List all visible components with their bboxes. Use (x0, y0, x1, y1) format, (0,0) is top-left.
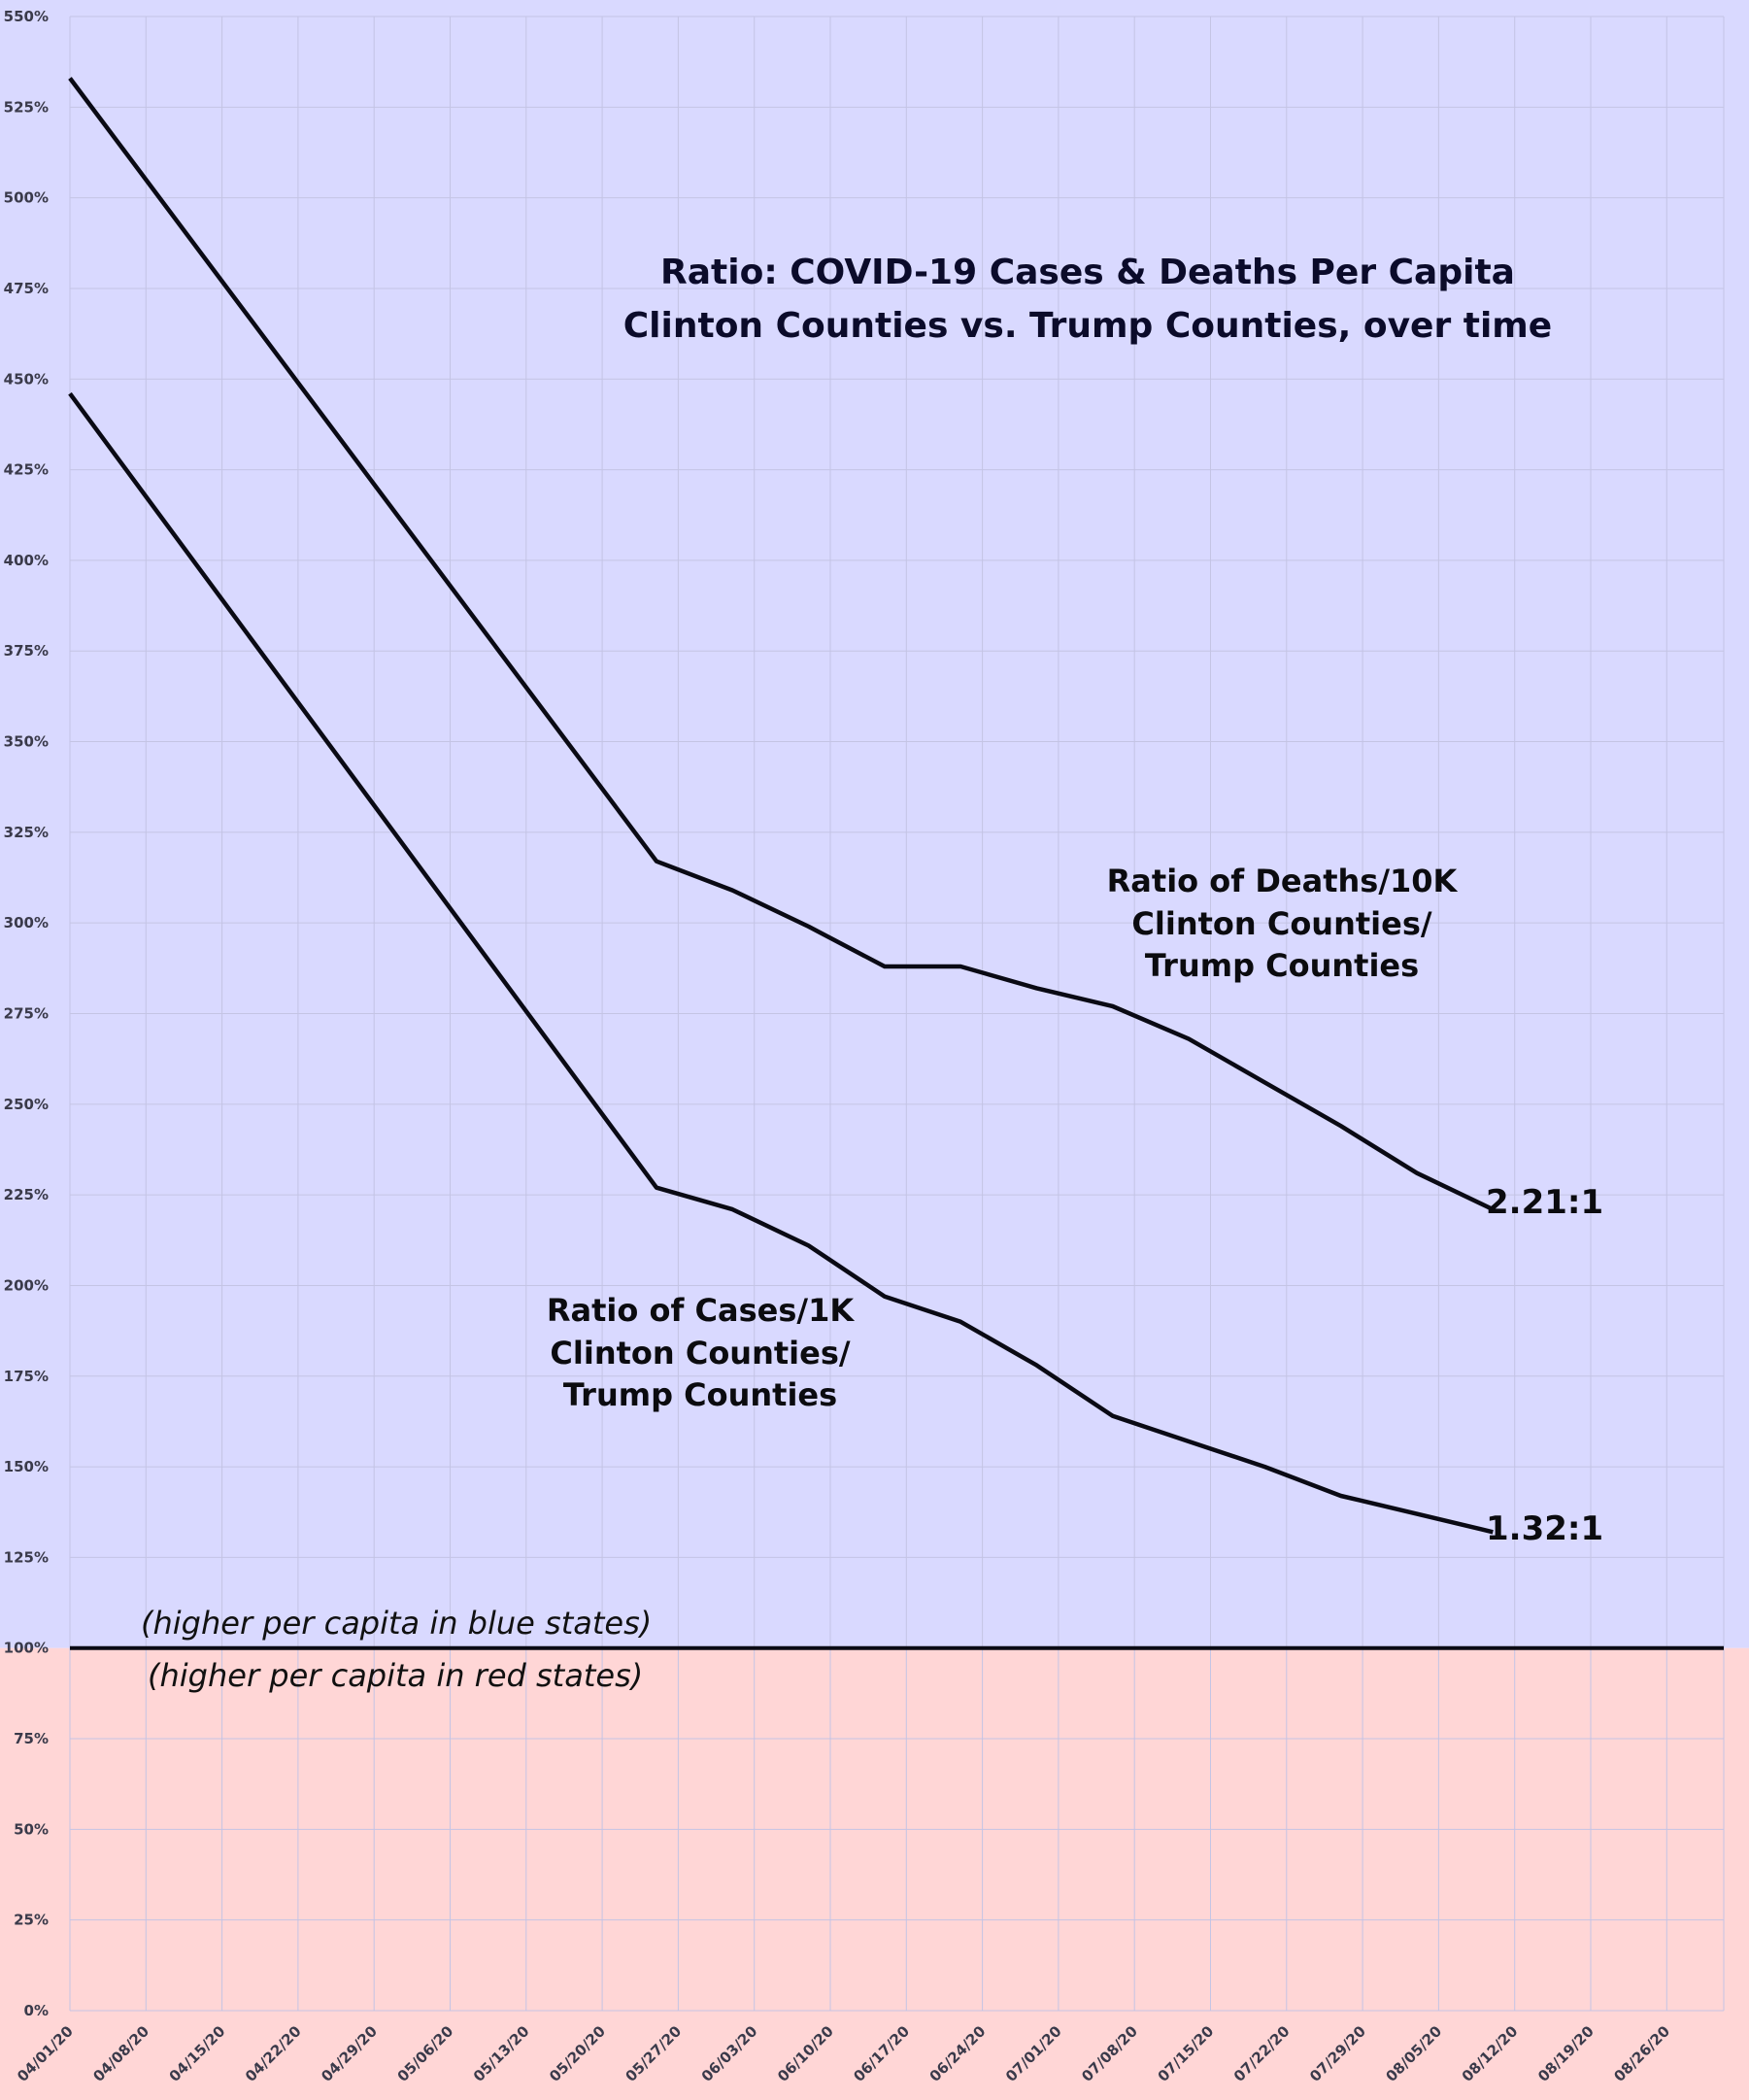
y-tick-label: 550% (4, 8, 49, 25)
gridlines (69, 16, 1725, 2012)
deaths-series-label: Ratio of Deaths/10K Clinton Counties/ Tr… (1107, 863, 1459, 984)
y-tick-label: 225% (4, 1186, 49, 1203)
y-tick-label: 500% (4, 189, 49, 207)
deaths-label-line-2: Clinton Counties/ (1131, 905, 1431, 942)
chart-title-line-2: Clinton Counties vs. Trump Counties, ove… (623, 306, 1552, 346)
y-tick-label: 350% (4, 733, 49, 751)
red-states-note: (higher per capita in red states) (148, 1657, 643, 1694)
y-tick-label: 275% (4, 1005, 49, 1023)
cases-ratio-line (68, 391, 1494, 1535)
y-tick-label: 300% (4, 914, 49, 931)
deaths-ratio-line (68, 77, 1495, 1212)
y-axis-tick-labels: 0% 25% 50% 75% 100% 125% 150% 175% 200% 225% 250% 2… (4, 8, 49, 2019)
y-tick-label: 375% (4, 642, 49, 660)
y-tick-label: 75% (14, 1730, 49, 1747)
deaths-label-line-3: Trump Counties (1145, 947, 1419, 984)
cases-label-line-2: Clinton Counties/ (550, 1335, 850, 1372)
deaths-label-line-1: Ratio of Deaths/10K (1107, 863, 1459, 899)
y-tick-label: 150% (4, 1458, 49, 1475)
y-tick-label: 475% (4, 280, 49, 297)
chart-title-line-1: Ratio: COVID-19 Cases & Deaths Per Capit… (660, 253, 1515, 292)
y-tick-label: 0% (24, 2002, 49, 2019)
red-zone-background (0, 1647, 1749, 2100)
y-tick-label: 175% (4, 1368, 49, 1385)
y-tick-label: 50% (14, 1820, 49, 1838)
deaths-end-value-label: 2.21:1 (1486, 1183, 1603, 1222)
cases-label-line-1: Ratio of Cases/1K (547, 1292, 856, 1329)
cases-label-line-3: Trump Counties (563, 1376, 837, 1413)
y-tick-label: 425% (4, 461, 49, 479)
y-tick-label: 325% (4, 824, 49, 841)
blue-states-note: (higher per capita in blue states) (141, 1605, 652, 1642)
y-tick-label: 400% (4, 552, 49, 569)
y-tick-label: 250% (4, 1096, 49, 1113)
cases-series-label: Ratio of Cases/1K Clinton Counties/ Trum… (547, 1292, 856, 1413)
y-tick-label: 25% (14, 1912, 49, 1929)
y-tick-label: 525% (4, 98, 49, 116)
blue-zone-background (0, 0, 1749, 1648)
y-tick-label: 200% (4, 1276, 49, 1294)
y-tick-label: 450% (4, 370, 49, 388)
cases-end-value-label: 1.32:1 (1486, 1509, 1603, 1548)
series-lines (68, 77, 1495, 1535)
y-tick-label: 125% (4, 1548, 49, 1566)
y-tick-label: 100% (4, 1640, 49, 1657)
